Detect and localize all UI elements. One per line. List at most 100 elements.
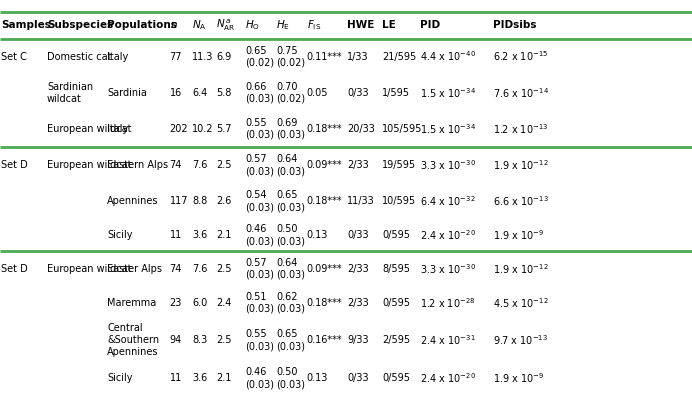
Text: 0/33: 0/33 <box>347 88 369 98</box>
Text: European wildcat: European wildcat <box>47 160 131 170</box>
Text: Easter Alps: Easter Alps <box>107 264 162 274</box>
Text: Sardinian
wildcat: Sardinian wildcat <box>47 82 93 104</box>
Text: 0.46
(0.03): 0.46 (0.03) <box>245 224 274 246</box>
Text: 0.62
(0.03): 0.62 (0.03) <box>276 292 305 314</box>
Text: 2.4 x 10$^{-20}$: 2.4 x 10$^{-20}$ <box>420 371 476 385</box>
Text: 3.6: 3.6 <box>192 230 208 240</box>
Text: HWE: HWE <box>347 20 375 30</box>
Text: Subspecies: Subspecies <box>47 20 113 30</box>
Text: European wildcat: European wildcat <box>47 124 131 134</box>
Text: Eastern Alps: Eastern Alps <box>107 160 168 170</box>
Text: 0.54
(0.03): 0.54 (0.03) <box>245 190 274 212</box>
Text: 23: 23 <box>170 298 182 308</box>
Text: 0.64
(0.03): 0.64 (0.03) <box>276 258 305 280</box>
Text: 202: 202 <box>170 124 188 134</box>
Text: Set D: Set D <box>1 160 28 170</box>
Text: 0.16***: 0.16*** <box>307 335 342 345</box>
Text: 0.66
(0.03): 0.66 (0.03) <box>245 82 274 104</box>
Text: 4.5 x 10$^{-12}$: 4.5 x 10$^{-12}$ <box>493 296 548 310</box>
Text: $N_{\mathrm{AR}}^{\,a}$: $N_{\mathrm{AR}}^{\,a}$ <box>216 17 235 33</box>
Text: 2.4 x 10$^{-31}$: 2.4 x 10$^{-31}$ <box>420 333 475 347</box>
Text: 7.6: 7.6 <box>192 160 208 170</box>
Text: 94: 94 <box>170 335 182 345</box>
Text: 1/595: 1/595 <box>382 88 410 98</box>
Text: 8.3: 8.3 <box>192 335 208 345</box>
Text: 2/33: 2/33 <box>347 160 369 170</box>
Text: 6.4 x 10$^{-32}$: 6.4 x 10$^{-32}$ <box>420 194 475 208</box>
Text: 0.65
(0.03): 0.65 (0.03) <box>276 190 305 212</box>
Text: $F_{\mathrm{IS}}$: $F_{\mathrm{IS}}$ <box>307 18 321 32</box>
Text: 0.75
(0.02): 0.75 (0.02) <box>276 46 305 68</box>
Text: 10/595: 10/595 <box>382 196 416 206</box>
Text: 1.2 x 10$^{-13}$: 1.2 x 10$^{-13}$ <box>493 122 548 136</box>
Text: 1.2 x 10$^{-28}$: 1.2 x 10$^{-28}$ <box>420 296 475 310</box>
Text: 0.55
(0.03): 0.55 (0.03) <box>245 118 274 140</box>
Text: 2.1: 2.1 <box>216 373 231 383</box>
Text: 0/595: 0/595 <box>382 230 410 240</box>
Text: 74: 74 <box>170 160 182 170</box>
Text: 0/595: 0/595 <box>382 373 410 383</box>
Text: 8.8: 8.8 <box>192 196 208 206</box>
Text: Domestic cat: Domestic cat <box>47 51 111 62</box>
Text: 0.57
(0.03): 0.57 (0.03) <box>245 258 274 280</box>
Text: 0.50
(0.03): 0.50 (0.03) <box>276 224 305 246</box>
Text: 3.3 x 10$^{-30}$: 3.3 x 10$^{-30}$ <box>420 262 476 276</box>
Text: Sicily: Sicily <box>107 230 133 240</box>
Text: 8/595: 8/595 <box>382 264 410 274</box>
Text: Sicily: Sicily <box>107 373 133 383</box>
Text: LE: LE <box>382 20 396 30</box>
Text: 11.3: 11.3 <box>192 51 214 62</box>
Text: 11: 11 <box>170 373 182 383</box>
Text: 0.51
(0.03): 0.51 (0.03) <box>245 292 274 314</box>
Text: Populations: Populations <box>107 20 177 30</box>
Text: 19/595: 19/595 <box>382 160 416 170</box>
Text: 0.57
(0.03): 0.57 (0.03) <box>245 154 274 176</box>
Text: 11: 11 <box>170 230 182 240</box>
Text: 6.4: 6.4 <box>192 88 208 98</box>
Text: Maremma: Maremma <box>107 298 156 308</box>
Text: 0.46
(0.03): 0.46 (0.03) <box>245 367 274 389</box>
Text: 105/595: 105/595 <box>382 124 422 134</box>
Text: 5.7: 5.7 <box>216 124 231 134</box>
Text: 7.6: 7.6 <box>192 264 208 274</box>
Text: 0.65
(0.03): 0.65 (0.03) <box>276 329 305 351</box>
Text: Apennines: Apennines <box>107 196 158 206</box>
Text: 0.55
(0.03): 0.55 (0.03) <box>245 329 274 351</box>
Text: 3.6: 3.6 <box>192 373 208 383</box>
Text: 9.7 x 10$^{-13}$: 9.7 x 10$^{-13}$ <box>493 333 548 347</box>
Text: 77: 77 <box>170 51 182 62</box>
Text: $H_{\mathrm{E}}$: $H_{\mathrm{E}}$ <box>276 18 290 32</box>
Text: Set C: Set C <box>1 51 27 62</box>
Text: 1.5 x 10$^{-34}$: 1.5 x 10$^{-34}$ <box>420 122 476 136</box>
Text: 2/33: 2/33 <box>347 298 369 308</box>
Text: 1.5 x 10$^{-34}$: 1.5 x 10$^{-34}$ <box>420 86 476 100</box>
Text: Samples: Samples <box>1 20 51 30</box>
Text: 5.8: 5.8 <box>216 88 231 98</box>
Text: 2/595: 2/595 <box>382 335 410 345</box>
Text: 117: 117 <box>170 196 188 206</box>
Text: 2.5: 2.5 <box>216 335 231 345</box>
Text: 6.2 x 10$^{-15}$: 6.2 x 10$^{-15}$ <box>493 50 548 64</box>
Text: 4.4 x 10$^{-40}$: 4.4 x 10$^{-40}$ <box>420 50 476 64</box>
Text: $H_{\mathrm{O}}$: $H_{\mathrm{O}}$ <box>245 18 260 32</box>
Text: 11/33: 11/33 <box>347 196 375 206</box>
Text: 0.05: 0.05 <box>307 88 328 98</box>
Text: 2.4 x 10$^{-20}$: 2.4 x 10$^{-20}$ <box>420 228 476 242</box>
Text: 0.18***: 0.18*** <box>307 196 342 206</box>
Text: 2.1: 2.1 <box>216 230 231 240</box>
Text: 6.6 x 10$^{-13}$: 6.6 x 10$^{-13}$ <box>493 194 549 208</box>
Text: 16: 16 <box>170 88 182 98</box>
Text: Italy: Italy <box>107 124 129 134</box>
Text: 74: 74 <box>170 264 182 274</box>
Text: 7.6 x 10$^{-14}$: 7.6 x 10$^{-14}$ <box>493 86 549 100</box>
Text: 0/33: 0/33 <box>347 230 369 240</box>
Text: 2.5: 2.5 <box>216 160 231 170</box>
Text: 21/595: 21/595 <box>382 51 416 62</box>
Text: 20/33: 20/33 <box>347 124 375 134</box>
Text: 0.13: 0.13 <box>307 373 328 383</box>
Text: 0.65
(0.02): 0.65 (0.02) <box>245 46 274 68</box>
Text: $n$: $n$ <box>170 20 177 30</box>
Text: 6.9: 6.9 <box>216 51 231 62</box>
Text: 0.18***: 0.18*** <box>307 298 342 308</box>
Text: 0.09***: 0.09*** <box>307 160 342 170</box>
